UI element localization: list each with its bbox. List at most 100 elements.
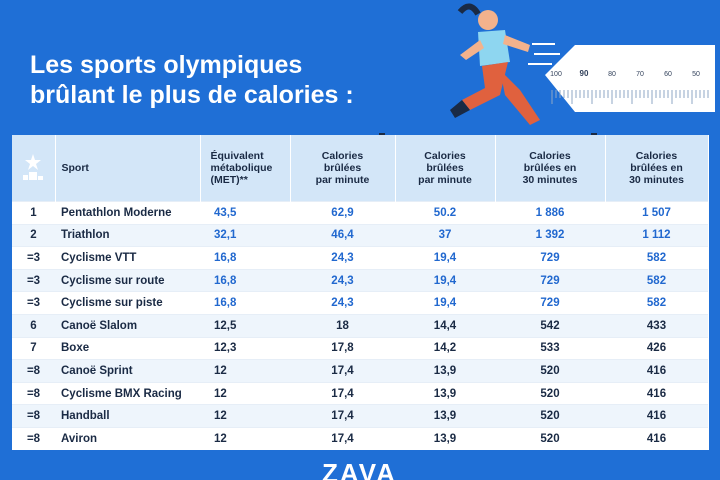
column-header: Calories brûlées en 30 minutes [605,135,709,202]
header-line: brûlées en [630,162,683,174]
value-cell: 32,1 [200,223,290,247]
value-cell: 582 [605,291,708,315]
rank: 1 [12,201,55,225]
rank: =3 [12,291,55,315]
value-cell: 17,4 [290,426,395,450]
table-row: =3 Cyclisme sur piste 16,8 24,3 19,4 729 582 [12,291,708,315]
table-row: 7 Boxe 12,3 17,8 14,2 533 426 [12,336,708,360]
rank: =8 [12,426,55,450]
value-cell: 520 [495,381,605,405]
value-cell: 17,4 [290,359,395,383]
header-line: Sport [61,162,89,174]
value-cell: 416 [605,426,708,450]
value-cell: 24,3 [290,291,395,315]
table-row: =3 Cyclisme sur route 16,8 24,3 19,4 729 582 [12,268,708,292]
value-cell: 18 [290,313,395,338]
table-row: 1 Pentathlon Moderne 43,5 62,9 50.2 1 886 1 50… [12,201,708,225]
sport-name: Pentathlon Moderne [55,201,200,225]
value-cell: 12,3 [200,336,290,360]
header-line: brûlées [426,162,464,174]
header-line: Calories [635,150,678,162]
value-cell: 1 392 [495,223,605,247]
column-header: Calories brûlées en 30 minutes [495,135,606,202]
header-line: 30 minutes [522,174,578,186]
column-header: Calories brûlées par minute [290,135,396,202]
rank: 7 [12,336,55,360]
value-cell: 1 112 [605,223,708,247]
title-line: brûlant le plus de calories : [30,81,354,109]
value-cell: 416 [605,404,708,428]
column-header: Équivalent métabolique (MET)** [200,135,291,202]
table-row: =3 Cyclisme VTT 16,8 24,3 19,4 729 582 [12,246,708,270]
value-cell: 19,4 [395,268,495,292]
rank: =8 [12,359,55,383]
value-cell: 37 [395,223,495,247]
value-cell: 1 507 [605,201,708,225]
value-cell: 433 [605,313,708,338]
ruler-label: 90 [580,69,589,78]
rank: =3 [12,246,55,270]
header-line: par minute [315,174,370,186]
title-line: Les sports olympiques [30,51,303,79]
value-cell: 12 [200,426,290,450]
ruler-label: 60 [664,71,672,78]
header-line: brûlées [323,162,362,174]
rank-header [12,135,56,202]
table-row: =8 Canoë Sprint 12 17,4 13,9 520 416 [12,359,708,383]
ranking-table: Sport Équivalent métabolique (MET)** Calorie… [12,135,709,450]
header-line: Équivalent [210,150,264,162]
value-cell: 582 [605,246,708,270]
value-cell: 542 [495,313,605,338]
header-line: 30 minutes [629,174,684,186]
value-cell: 416 [605,359,708,383]
runner [450,3,560,125]
header-line: par minute [418,174,472,186]
ruler-label: 100 [550,71,562,78]
sport-name: Triathlon [55,223,200,247]
value-cell: 14,2 [395,336,495,360]
value-cell: 16,8 [200,246,290,270]
sport-name: Cyclisme VTT [55,246,200,270]
header-line: Calories [321,150,364,162]
value-cell: 12 [200,359,290,383]
value-cell: 46,4 [290,223,395,247]
value-cell: 13,9 [395,381,495,405]
logo: ZAVA [322,458,397,480]
value-cell: 533 [495,336,605,360]
ruler-label: 70 [636,71,644,78]
sport-name: Canoë Slalom [55,313,200,338]
value-cell: 19,4 [395,246,495,270]
title: Les sports olympiques brûlant le plus de … [30,50,354,110]
rank: 2 [12,223,55,247]
value-cell: 13,9 [395,426,495,450]
ruler-label: 80 [608,71,616,78]
column-header: Sport [55,135,201,202]
rank: =8 [12,404,55,428]
header-line: brûlées en [523,162,577,174]
value-cell: 50.2 [395,201,495,225]
value-cell: 12 [200,381,290,405]
table-row: =8 Aviron 12 17,4 13,9 520 416 [12,426,708,450]
value-cell: 19,4 [395,291,495,315]
value-cell: 24,3 [290,268,395,292]
value-cell: 1 886 [495,201,605,225]
value-cell: 729 [495,268,605,292]
value-cell: 12 [200,404,290,428]
ruler-arrow [545,45,715,112]
sport-name: Cyclisme BMX Racing [55,381,200,405]
value-cell: 14,4 [395,313,495,338]
value-cell: 13,9 [395,404,495,428]
header-line: (MET)** [210,174,248,186]
value-cell: 16,8 [200,268,290,292]
ruler-label: 50 [692,71,700,78]
rank: =8 [12,381,55,405]
header-line: Calories [424,150,466,162]
value-cell: 16,8 [200,291,290,315]
value-cell: 17,4 [290,404,395,428]
rank: 6 [12,313,55,338]
sport-name: Cyclisme sur route [55,268,200,292]
header-line: métabolique [210,162,273,174]
value-cell: 24,3 [290,246,395,270]
value-cell: 582 [605,268,708,292]
